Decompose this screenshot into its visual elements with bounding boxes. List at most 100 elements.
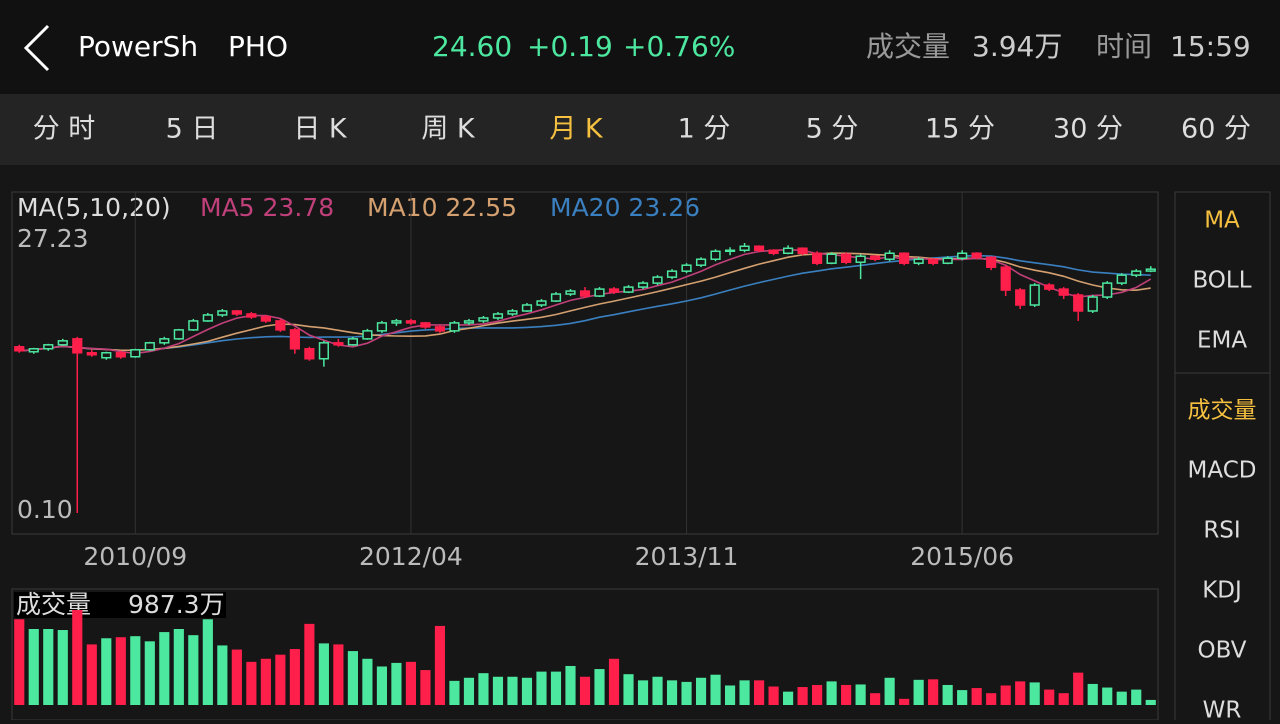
price-min: 0.10	[17, 495, 73, 524]
volume-bar	[492, 676, 504, 705]
candle-body	[275, 320, 286, 331]
candle-body	[231, 310, 242, 315]
volume-bar	[1087, 683, 1098, 705]
candle-body	[899, 252, 910, 264]
tab[interactable]: 5 分	[806, 114, 859, 145]
volume-bar	[72, 610, 83, 705]
candle-body	[841, 253, 852, 263]
candle-body	[478, 317, 489, 322]
candle-body	[188, 320, 199, 331]
candle-body	[913, 258, 924, 264]
candle-body	[173, 329, 184, 340]
volume-bar	[1015, 681, 1026, 705]
candle-body	[202, 314, 213, 322]
candle-body	[710, 250, 721, 260]
candle-body	[391, 320, 402, 324]
tab[interactable]: 日 K	[293, 114, 348, 145]
tab[interactable]: 60 分	[1181, 114, 1251, 145]
x-tick-label: 2010/09	[83, 542, 187, 571]
tab[interactable]: 15 分	[925, 114, 995, 145]
overlay-option[interactable]: BOLL	[1192, 268, 1251, 294]
volume-bar	[304, 623, 315, 705]
volume-bar	[666, 680, 678, 705]
volume-bar	[841, 684, 852, 705]
candle-body	[376, 322, 388, 332]
candle-body	[565, 290, 576, 295]
volume-bar	[115, 637, 126, 705]
volume-bar	[1131, 689, 1142, 705]
candle-body	[333, 342, 344, 346]
candle-body	[362, 330, 373, 340]
candle-body	[811, 252, 823, 264]
candle-body	[1000, 266, 1011, 291]
indicator-option[interactable]: OBV	[1198, 638, 1247, 664]
volume-bar	[899, 698, 910, 705]
candle-body	[1015, 289, 1026, 306]
candle-body	[507, 310, 518, 315]
candle-body	[608, 288, 620, 293]
change-pct: +0.76%	[623, 30, 735, 63]
tab-bar	[0, 94, 1280, 165]
volume-bar	[768, 686, 779, 705]
candle-body	[347, 338, 359, 346]
candle-body	[130, 349, 141, 358]
candle-body	[928, 258, 939, 264]
indicator-option[interactable]: 成交量	[1188, 398, 1257, 424]
tab[interactable]: 1 分	[678, 114, 731, 145]
volume-bar	[637, 680, 649, 705]
overlay-option[interactable]: EMA	[1197, 328, 1247, 354]
volume-bar	[144, 641, 155, 705]
volume-bar	[434, 625, 446, 705]
volume-bar	[855, 684, 866, 705]
volume-bar	[797, 687, 808, 705]
volume-bar	[724, 685, 736, 705]
tab[interactable]: 分 时	[33, 114, 96, 145]
volume-bar	[957, 690, 968, 705]
candle-body	[623, 286, 634, 293]
volume-bar	[812, 684, 823, 705]
indicator-option[interactable]: WR	[1203, 698, 1242, 724]
candle-body	[957, 252, 968, 259]
overlay-option[interactable]: MA	[1204, 208, 1240, 234]
volume-bar	[202, 619, 213, 705]
indicator-option[interactable]: MACD	[1188, 458, 1257, 484]
tab[interactable]: 5 日	[166, 114, 219, 145]
volume-bar	[1073, 672, 1084, 705]
volume-bar	[623, 674, 634, 705]
candle-body	[1087, 296, 1098, 312]
candle-body	[550, 293, 562, 302]
candle-body	[57, 340, 68, 346]
volume-bar	[986, 693, 997, 705]
candle-body	[971, 252, 982, 258]
time: 15:59	[1170, 30, 1251, 63]
candle-body	[14, 346, 25, 352]
tab[interactable]: 30 分	[1053, 114, 1123, 145]
ma20-line	[19, 254, 1151, 352]
ma-title: MA(5,10,20)	[17, 193, 171, 222]
volume-bar	[710, 674, 721, 705]
tab[interactable]: 周 K	[421, 114, 476, 145]
volume-bar	[449, 680, 460, 705]
candle-body	[826, 253, 837, 264]
back-button[interactable]	[23, 24, 50, 72]
candle-body	[434, 326, 446, 332]
time-label: 时间	[1096, 30, 1152, 63]
candle-body	[870, 255, 881, 260]
indicator-option[interactable]: RSI	[1203, 518, 1240, 544]
candle-body	[739, 245, 750, 252]
volume-bar	[14, 619, 25, 705]
header-bar	[0, 0, 1280, 94]
candle-body	[855, 255, 866, 263]
volume-bar	[550, 671, 562, 705]
change: +0.19	[527, 30, 613, 63]
x-tick-label: 2012/04	[359, 542, 463, 571]
candle-body	[86, 352, 97, 356]
candle-body	[521, 304, 533, 312]
candle-body	[420, 322, 431, 328]
indicator-option[interactable]: KDJ	[1202, 578, 1242, 604]
candle-body	[1102, 282, 1113, 298]
tab[interactable]: 月 K	[549, 114, 604, 145]
stock-symbol: PHO	[228, 30, 288, 63]
candle-body	[1116, 274, 1127, 284]
